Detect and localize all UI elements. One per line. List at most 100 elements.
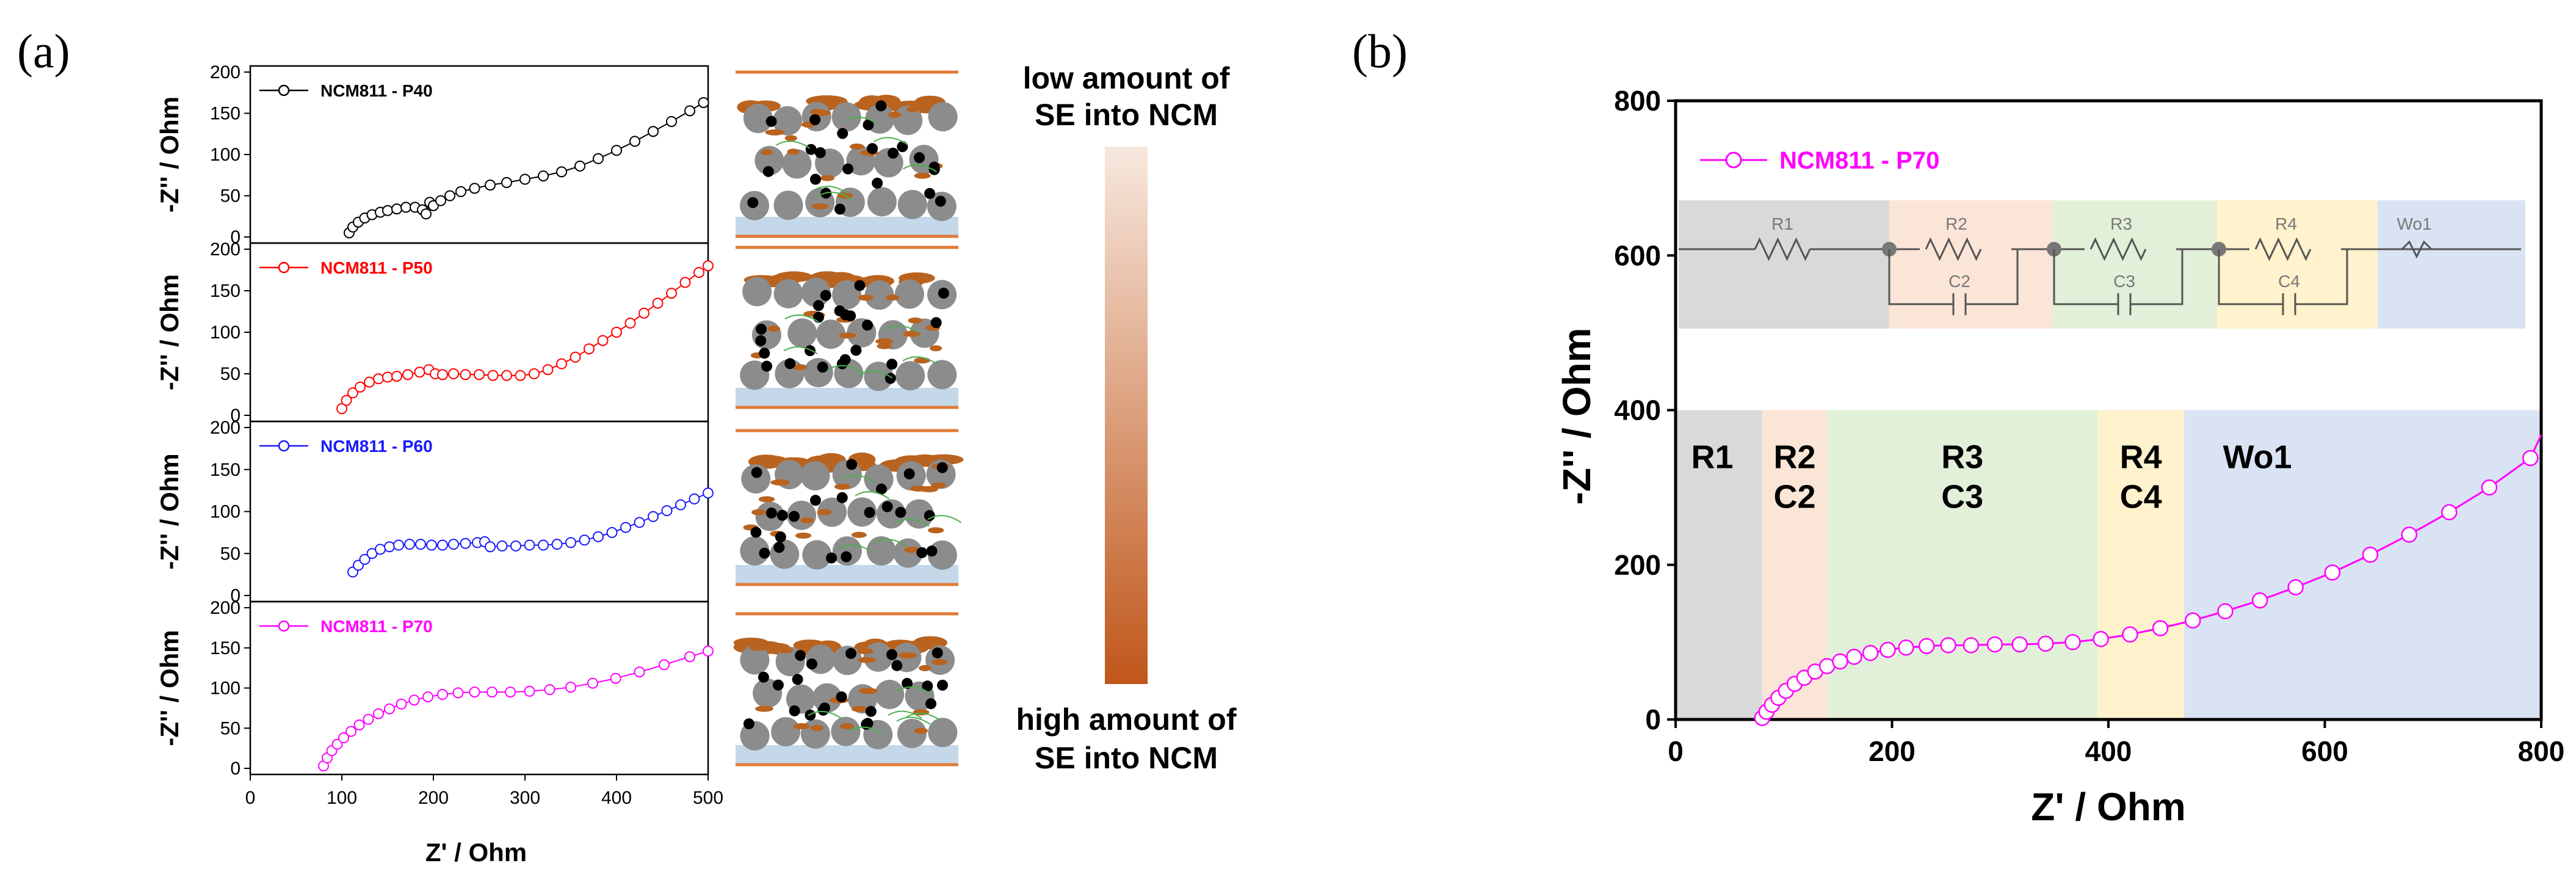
data-point: [444, 190, 455, 202]
carbon-particle: [936, 462, 948, 473]
data-point: [474, 369, 485, 381]
binder-particle: [787, 148, 800, 155]
legend-label: NCM811 - P70: [1779, 147, 1939, 174]
gradient-bottom-label-line2: SE into NCM: [1035, 741, 1218, 775]
data-point: [396, 698, 407, 710]
se-network: [813, 186, 848, 194]
carbon-particle: [756, 323, 767, 335]
y-tick-label: 0: [230, 759, 241, 779]
capacitor-branch: [2218, 249, 2348, 305]
data-point: [703, 646, 714, 657]
region-label: R1: [1691, 439, 1733, 476]
circuit-label: R1: [1771, 214, 1793, 233]
carbon-particle: [775, 531, 786, 543]
y-tick-label: 200: [210, 239, 241, 260]
gradient-bar: [1105, 147, 1148, 684]
carbon-particle: [888, 147, 899, 159]
data-point: [624, 318, 636, 329]
binder-particle: [800, 517, 814, 523]
y-tick-label: 150: [210, 281, 241, 301]
data-point: [684, 651, 695, 663]
carbon-particle: [914, 152, 925, 164]
electrode-schematic-2: [736, 246, 958, 409]
data-point: [414, 366, 425, 378]
circuit-label: C3: [2113, 272, 2135, 291]
se-network: [906, 712, 941, 721]
data-point: [666, 288, 677, 299]
x-tick-label: 0: [245, 788, 256, 808]
data-point: [391, 203, 402, 215]
carbon-particle: [750, 526, 762, 538]
data-point: [2064, 634, 2081, 650]
x-tick-label: 100: [327, 788, 357, 808]
data-point: [519, 173, 530, 185]
data-point: [338, 732, 349, 744]
data-point: [689, 493, 700, 504]
se-network: [902, 356, 937, 365]
data-point: [698, 97, 709, 108]
data-point: [597, 335, 609, 346]
binder-particle: [795, 532, 812, 539]
se-network: [897, 686, 932, 695]
region-label: C2: [1773, 479, 1815, 515]
y-tick-label: 600: [1614, 239, 1661, 271]
carbon-particle: [845, 310, 856, 322]
carbon-particle: [826, 552, 838, 564]
data-point: [460, 369, 471, 381]
region-label: R2: [1773, 439, 1815, 476]
region-label: Wo1: [2223, 439, 2292, 476]
data-point: [400, 202, 411, 213]
data-point: [501, 177, 512, 188]
y-tick-label: 0: [1645, 704, 1661, 735]
carbon-particle: [863, 119, 874, 131]
circuit-block: [1889, 200, 2052, 329]
carbon-particle: [842, 163, 854, 175]
carbon-particle: [936, 679, 948, 691]
x-tick-label: 600: [2301, 735, 2348, 767]
data-point: [496, 540, 508, 552]
y-axis-label: -Z'' / Ohm: [155, 97, 184, 213]
ncm-particle: [864, 362, 894, 392]
warburg-element: [2401, 240, 2433, 259]
carbon-particle: [773, 542, 785, 553]
data-point: [363, 713, 374, 725]
electrode-schematic-3: [736, 429, 964, 586]
data-point: [565, 537, 576, 548]
binder-particle: [754, 705, 773, 712]
ncm-particle: [771, 717, 801, 747]
binder-particle: [777, 647, 794, 654]
ncm-particle: [741, 464, 771, 493]
data-point: [593, 153, 604, 164]
carbon-particle: [817, 362, 828, 373]
data-point: [1918, 638, 1935, 654]
ncm-particle: [802, 540, 832, 570]
data-point: [384, 703, 395, 715]
ncm-particle: [897, 718, 927, 748]
y-tick-label: 200: [210, 598, 241, 618]
carbon-particle: [762, 166, 774, 177]
data-point: [661, 505, 673, 517]
ncm-particle: [895, 361, 925, 391]
se-amount-gradient: low amount of SE into NCM high amount of…: [1016, 61, 1236, 775]
carbon-particle: [926, 545, 938, 557]
data-point: [1846, 649, 1862, 665]
circuit-label: R3: [2110, 214, 2132, 233]
carbon-particle: [755, 335, 767, 346]
binder-particle: [903, 330, 921, 337]
data-point: [505, 687, 516, 698]
se-network: [848, 726, 883, 735]
data-point: [448, 539, 459, 550]
se-network: [855, 491, 889, 500]
region-label: R3: [1941, 439, 1983, 476]
data-point: [666, 116, 677, 127]
panel-a-x-axis-label: Z' / Ohm: [425, 838, 527, 867]
data-point: [2481, 479, 2498, 496]
data-point: [703, 487, 714, 499]
carbon-particle: [806, 658, 817, 670]
carbon-particle: [886, 359, 898, 370]
legend-marker: [278, 440, 290, 452]
data-point: [579, 534, 590, 546]
data-point: [1880, 641, 1896, 658]
data-point: [375, 544, 386, 555]
data-point: [347, 387, 358, 399]
